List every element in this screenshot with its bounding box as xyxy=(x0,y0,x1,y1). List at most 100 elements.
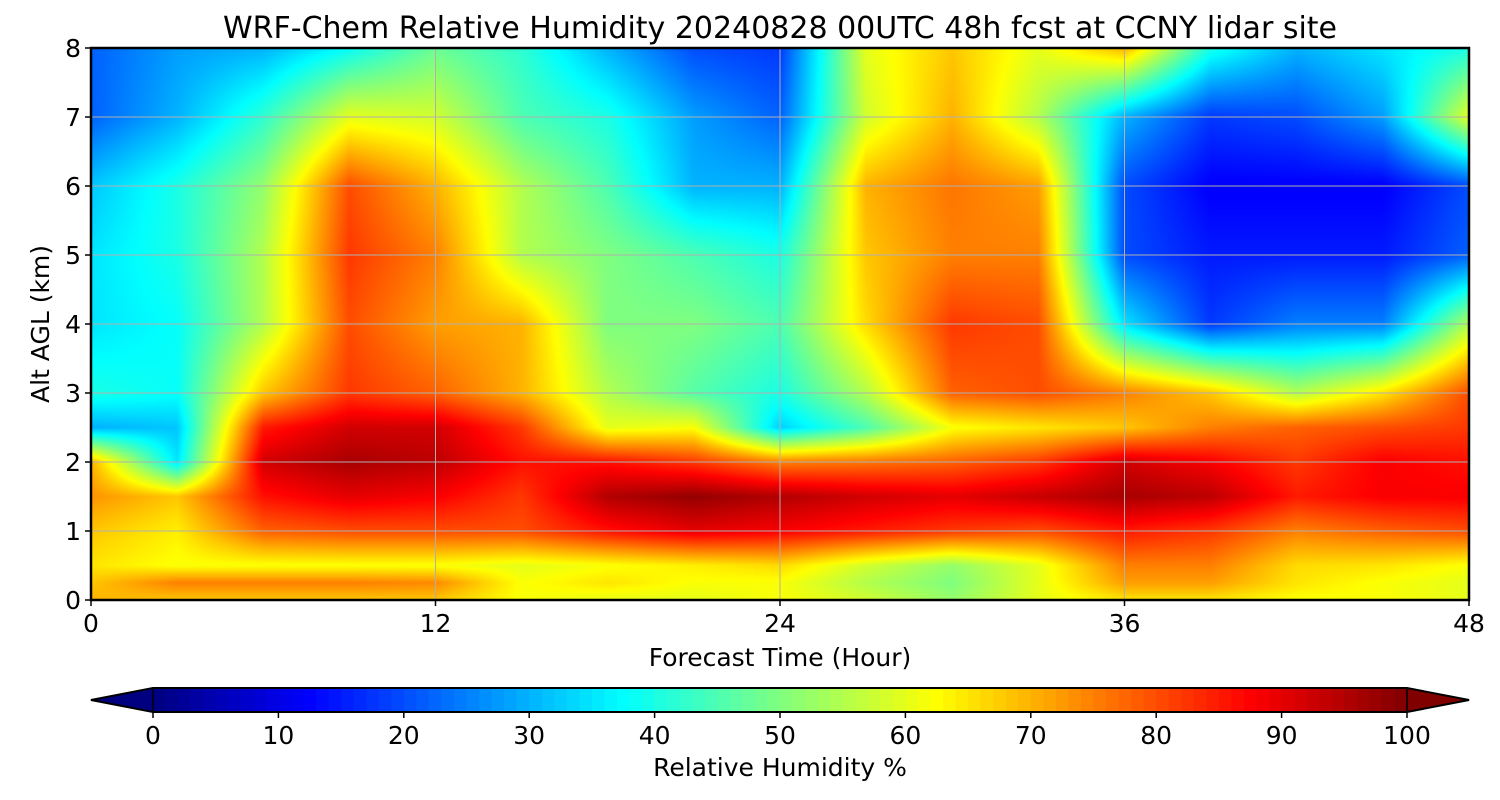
y-tick-label: 8 xyxy=(65,34,81,63)
colorbar-tick-label: 0 xyxy=(145,721,161,750)
y-tick-label: 2 xyxy=(65,448,81,477)
colorbar-segment xyxy=(278,688,292,712)
colorbar-segment xyxy=(1294,688,1308,712)
colorbar-segment xyxy=(1005,688,1019,712)
colorbar-segment xyxy=(980,688,994,712)
colorbar-segment xyxy=(1243,688,1258,712)
colorbar-segment xyxy=(328,688,342,712)
colorbar-segment xyxy=(1018,688,1032,712)
colorbar-segment xyxy=(1181,688,1195,712)
colorbar-segment xyxy=(1131,688,1145,712)
colorbar-segment xyxy=(366,688,380,712)
colorbar-segment xyxy=(704,688,718,712)
colorbar-segment xyxy=(504,688,518,712)
colorbar-segment xyxy=(403,688,417,712)
colorbar-segment xyxy=(453,688,468,712)
colorbar-label: Relative Humidity % xyxy=(653,753,907,782)
colorbar-segment xyxy=(529,688,543,712)
colorbar-segment xyxy=(1156,688,1170,712)
colorbar-segment xyxy=(579,688,593,712)
colorbar-segment xyxy=(1269,688,1283,712)
colorbar-segment xyxy=(566,688,580,712)
colorbar-segment xyxy=(190,688,204,712)
colorbar-tick-label: 50 xyxy=(764,721,796,750)
colorbar-segment xyxy=(867,688,881,712)
colorbar-segment xyxy=(341,688,355,712)
colorbar-segment xyxy=(917,688,932,712)
colorbar-segment xyxy=(165,688,179,712)
colorbar-segment xyxy=(604,688,618,712)
y-tick-label: 3 xyxy=(65,379,81,408)
colorbar-segment xyxy=(178,688,192,712)
colorbar-segment xyxy=(203,688,217,712)
colorbar-segment xyxy=(993,688,1007,712)
colorbar-segment xyxy=(378,688,392,712)
x-tick-label: 0 xyxy=(83,609,99,638)
colorbar-segment xyxy=(1043,688,1057,712)
y-tick-label: 4 xyxy=(65,310,81,339)
colorbar-segment xyxy=(642,688,656,712)
x-tick-label: 36 xyxy=(1109,609,1141,638)
colorbar-segment xyxy=(479,688,493,712)
colorbar-tick-label: 30 xyxy=(513,721,545,750)
y-axis-label: Alt AGL (km) xyxy=(26,245,55,403)
y-tick-label: 7 xyxy=(65,103,81,132)
colorbar-low-extension xyxy=(90,687,154,713)
y-tick-label: 5 xyxy=(65,241,81,270)
colorbar-segment xyxy=(516,688,530,712)
colorbar-segment xyxy=(1331,688,1345,712)
colorbar-segment xyxy=(717,688,731,712)
colorbar-segment xyxy=(253,688,267,712)
colorbar-segment xyxy=(616,688,631,712)
colorbar-segment xyxy=(1218,688,1233,712)
colorbar-segment xyxy=(1080,688,1095,712)
colorbar-segment xyxy=(591,688,606,712)
colorbar-segment xyxy=(153,688,167,712)
colorbar-segment xyxy=(817,688,831,712)
colorbar-segment xyxy=(316,688,330,712)
colorbar-segment xyxy=(754,688,769,712)
colorbar-tick-label: 90 xyxy=(1266,721,1298,750)
colorbar-segment xyxy=(290,688,305,712)
colorbar-gradient xyxy=(153,688,1408,712)
colorbar: 0 10 20 30 40 50 60 70 80 90 100 Relative Humidity… xyxy=(90,687,1470,782)
colorbar-segment xyxy=(905,688,919,712)
y-axis: 0 1 2 3 4 5 6 7 8 xyxy=(65,34,91,615)
colorbar-segment xyxy=(792,688,806,712)
colorbar-segment xyxy=(1394,688,1408,712)
colorbar-segment xyxy=(1381,688,1396,712)
colorbar-segment xyxy=(780,688,794,712)
colorbar-segment xyxy=(667,688,681,712)
colorbar-segment xyxy=(629,688,643,712)
x-axis-label: Forecast Time (Hour) xyxy=(649,643,912,672)
colorbar-segment xyxy=(541,688,555,712)
x-tick-label: 12 xyxy=(420,609,452,638)
x-tick-label: 48 xyxy=(1453,609,1485,638)
colorbar-segment xyxy=(767,688,781,712)
colorbar-segment xyxy=(240,688,254,712)
colorbar-segment xyxy=(1055,688,1070,712)
colorbar-segment xyxy=(1168,688,1182,712)
colorbar-tick-label: 20 xyxy=(388,721,420,750)
colorbar-segment xyxy=(1306,688,1320,712)
colorbar-segment xyxy=(1068,688,1082,712)
colorbar-ticks: 0 10 20 30 40 50 60 70 80 90 100 xyxy=(145,712,1431,750)
colorbar-segment xyxy=(1193,688,1207,712)
colorbar-segment xyxy=(466,688,480,712)
colorbar-segment xyxy=(1256,688,1270,712)
heatmap-plot-area xyxy=(89,46,1471,602)
colorbar-segment xyxy=(1093,688,1107,712)
colorbar-segment xyxy=(215,688,229,712)
colorbar-segment xyxy=(1206,688,1220,712)
colorbar-segment xyxy=(228,688,242,712)
colorbar-segment xyxy=(805,688,819,712)
colorbar-segment xyxy=(353,688,367,712)
colorbar-tick-label: 60 xyxy=(889,721,921,750)
colorbar-segment xyxy=(968,688,982,712)
colorbar-tick-label: 10 xyxy=(262,721,294,750)
y-tick-label: 0 xyxy=(65,586,81,615)
colorbar-segment xyxy=(1231,688,1245,712)
colorbar-segment xyxy=(1319,688,1333,712)
colorbar-segment xyxy=(1369,688,1383,712)
